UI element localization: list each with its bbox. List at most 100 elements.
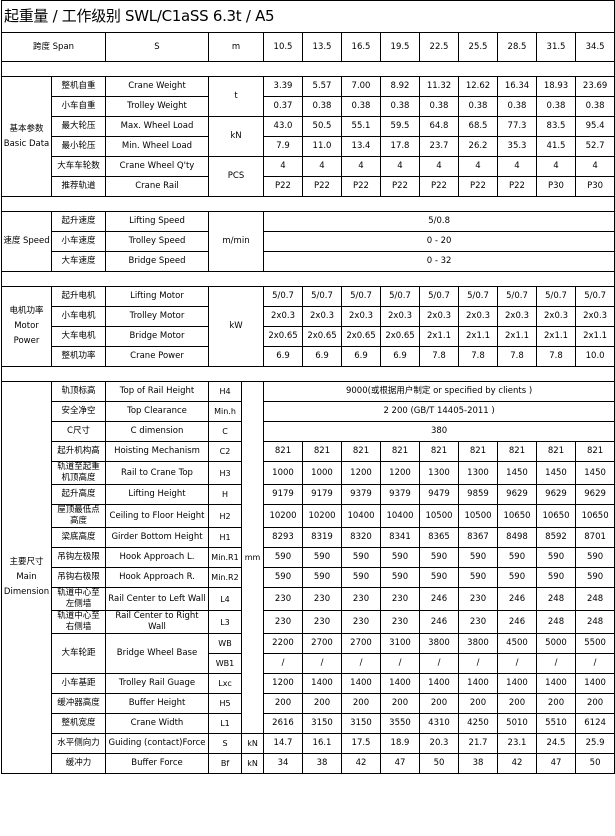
value-cell: 821	[341, 441, 381, 462]
value-cell: 3.39	[263, 76, 303, 97]
section-group-label: 速度 Speed	[1, 211, 52, 272]
value-cell: 18.9	[380, 733, 420, 754]
value-cell: 821	[380, 441, 420, 462]
value-cell: 1000	[302, 461, 342, 485]
value-cell: 5/0.7	[458, 286, 498, 307]
value-cell: 8.92	[380, 76, 420, 97]
param-symbol: WB	[208, 633, 242, 654]
param-name-en: Guiding (contact)Force	[105, 733, 209, 754]
value-cell: 16.1	[302, 733, 342, 754]
value-cell: 3150	[302, 713, 342, 734]
value-cell: 230	[302, 610, 342, 634]
param-name-cn: 小车自重	[51, 96, 106, 117]
value-cell: 59.5	[380, 116, 420, 137]
value-cell: 0.37	[263, 96, 303, 117]
table-row: 大车电机 Bridge Motor 2x0.65 2x0.65 2x0.65 2x0.65…	[2, 326, 615, 347]
value-cell: 4	[302, 156, 342, 177]
table-row: 吊钩左极限 Hook Approach L. Min.R1 590 590 590 590 5…	[2, 547, 615, 568]
table-row: 吊钩右极限 Hook Approach R. Min.R2 590 590 590 590 5…	[2, 567, 615, 588]
table-row: 大车车轮数 Crane Wheel Q'ty PCS 4 4 4 4 4 4 4 4 4	[2, 156, 615, 197]
value-cell: 1400	[458, 673, 498, 694]
param-name-en: Hoisting Mechanism	[105, 441, 209, 462]
value-cell: 2200	[263, 633, 303, 654]
value-cell: 77.3	[497, 116, 537, 137]
table-row: C尺寸 C dimension C 380	[2, 421, 615, 442]
value-cell: 47	[536, 753, 576, 774]
span-value: 28.5	[497, 32, 537, 62]
value-cell: 41.5	[536, 136, 576, 157]
param-name-en: Crane Wheel Q'ty	[105, 156, 209, 177]
value-cell: 42	[341, 753, 381, 774]
param-name-en: Buffer Force	[105, 753, 209, 774]
value-cell: 230	[380, 587, 420, 611]
value-cell: 34	[263, 753, 303, 774]
span-symbol: S	[105, 32, 209, 62]
value-cell: 4	[497, 156, 537, 177]
span-value: 19.5	[380, 32, 420, 62]
value-cell: 590	[458, 567, 498, 588]
value-cell: 21.7	[458, 733, 498, 754]
table-row: 小车基距 Trolley Rail Guage Lxc 1200 1400 1400 140…	[2, 673, 615, 694]
value-cell: 590	[380, 567, 420, 588]
value-cell: 2700	[302, 633, 342, 654]
value-cell: 590	[419, 567, 459, 588]
value-cell: 230	[380, 610, 420, 634]
value-cell: 2x1.1	[536, 326, 576, 347]
value-cell: 35.3	[497, 136, 537, 157]
merged-value: 0 - 32	[262, 251, 615, 272]
value-cell: P30	[536, 176, 576, 197]
value-cell: 7.8	[458, 346, 498, 367]
value-cell: 5/0.7	[419, 286, 459, 307]
separator-row	[0, 366, 615, 382]
value-cell: 4	[458, 156, 498, 177]
span-unit: m	[208, 32, 264, 62]
span-value: 16.5	[341, 32, 381, 62]
value-cell: 2x0.3	[536, 306, 576, 327]
span-value: 34.5	[574, 32, 615, 62]
value-cell: P22	[458, 176, 498, 197]
value-cell: 23.69	[574, 76, 615, 97]
table-row: 整机宽度 Crane Width L1 2616 3150 3150 3550 4310 425…	[2, 713, 615, 734]
value-cell: 2x0.3	[419, 306, 459, 327]
value-cell: 7.8	[497, 346, 537, 367]
span-row: 跨度 Span S m 10.5 13.5 16.5 19.5 22.5 25.5 28.5…	[1, 32, 615, 62]
value-cell: 25.9	[574, 733, 615, 754]
table-row: 轨道中心至 左侧墙 Rail Center to Left Wall L4 230 23…	[2, 587, 615, 611]
value-cell: 246	[419, 587, 459, 611]
value-cell: 1400	[341, 673, 381, 694]
value-cell: 10200	[263, 504, 303, 528]
value-cell: 3150	[341, 713, 381, 734]
table-row: 基本参数 Basic Data 整机自重 Crane Weight t 3.39 5.57…	[1, 76, 615, 197]
table-row: 整机功率 Crane Power 6.9 6.9 6.9 6.9 7.8 7.8 7.8 7.8 1…	[2, 346, 615, 367]
value-cell: 14.7	[263, 733, 303, 754]
param-name-cn: 起升高度	[51, 484, 106, 505]
param-symbol: L3	[208, 610, 242, 634]
param-name-en: Crane Width	[105, 713, 209, 734]
table-row: 缓冲器高度 Buffer Height H5 200 200 200 200 200 200 20…	[2, 693, 615, 714]
value-cell: 8293	[263, 527, 303, 548]
separator-row	[0, 196, 615, 212]
value-cell: 10400	[341, 504, 381, 528]
table-row: 起升高度 Lifting Height H 9179 9179 9379 9379 9479 9…	[2, 484, 615, 505]
param-symbol: H1	[208, 527, 242, 548]
value-cell: P22	[419, 176, 459, 197]
value-cell: 5/0.7	[497, 286, 537, 307]
value-cell: 2x0.3	[341, 306, 381, 327]
param-symbol: H3	[208, 461, 242, 485]
value-cell: 3550	[380, 713, 420, 734]
value-cell: 230	[263, 587, 303, 611]
param-name-cn: 缓冲器高度	[51, 693, 106, 714]
param-symbol: H	[208, 484, 242, 505]
value-cell: 8365	[419, 527, 459, 548]
param-name-en: Hook Approach L.	[105, 547, 209, 568]
section-group-label: 基本参数 Basic Data	[1, 76, 52, 197]
table-row: 屋顶最低点 高度 Ceiling to Floor Height H2 10200 10…	[2, 504, 615, 528]
param-name-en: Rail to Crane Top	[105, 461, 209, 485]
value-cell: 3100	[380, 633, 420, 654]
param-name-cn: 整机宽度	[51, 713, 106, 734]
value-cell: 230	[458, 587, 498, 611]
value-cell: 5000	[536, 633, 576, 654]
param-name-cn: 轨道至起重 机顶高度	[51, 461, 106, 485]
param-unit: m/min	[208, 211, 264, 272]
param-name-en: Girder Bottom Height	[105, 527, 209, 548]
